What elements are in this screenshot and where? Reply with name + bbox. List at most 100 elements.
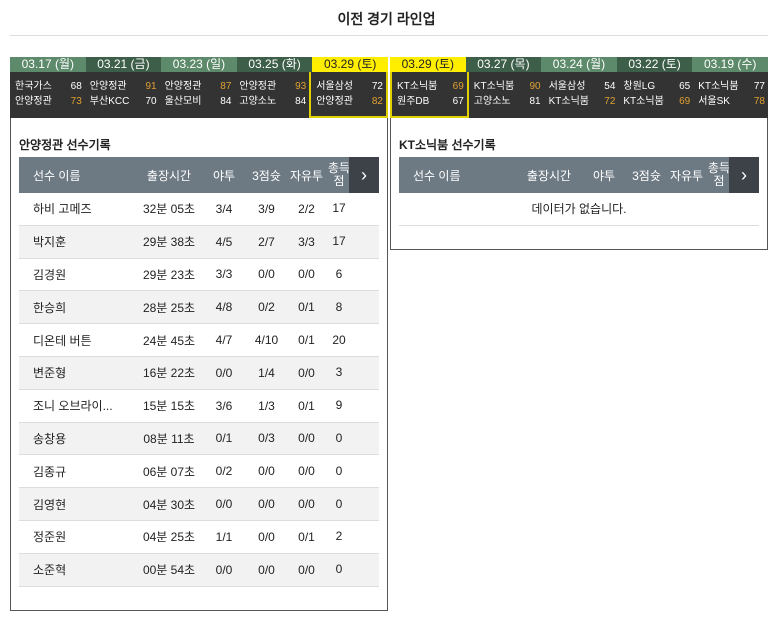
game-date-tab[interactable]: 03.23 (일) [161,57,237,72]
game-score[interactable]: 한국가스 68 안양정관 73 [10,72,85,118]
table-cell: 0 [335,496,343,511]
team-name: 울산모비 [164,96,202,107]
game-score[interactable]: 서울삼성 72 안양정관 82 [309,72,388,118]
game-score[interactable]: 서울삼성 54 KT소닉붐 72 [544,72,619,118]
table-cell: 15분 15초 [142,399,196,414]
game-date-tab[interactable]: 03.29 (토) [312,57,388,72]
page-title: 이전 경기 라인업 [337,11,436,27]
table-cell: 0/2 [258,300,275,315]
table-cell: 0/1 [215,431,233,446]
column-header: 자유투 [669,168,704,183]
game-date-tab[interactable]: 03.19 (수) [692,57,768,72]
table-cell: 0/1 [298,398,315,413]
table-cell: 0/0 [258,464,275,479]
table-cell: 04분 30초 [142,497,196,512]
team-name: 원주DB [397,96,430,107]
team-score: 84 [220,96,232,107]
team-score: 65 [679,81,691,92]
table-cell: 김경원 [33,267,67,282]
column-header: 3점슛 [252,168,281,183]
team-name: 안양정관 [15,96,52,107]
table-cell: 1/1 [215,529,233,544]
table-cell: 0/1 [298,333,315,348]
panel-title: KT소닉붐 선수기록 [399,138,496,152]
table-row: 정준원 04분 25초 1/1 0/0 0/1 2 [19,521,379,554]
table-cell: 김종규 [33,464,67,479]
table-cell: 0/0 [215,365,233,380]
team-score: 81 [529,96,541,107]
game-score[interactable]: 안양정관 87 울산모비 84 [160,72,235,118]
team-name: 안양정관 [316,96,353,107]
table-row: 한승희 28분 25초 4/8 0/2 0/1 8 [19,291,379,325]
column-header: 총득점 [327,161,351,188]
table-row: 디온테 버튼 24분 45초 4/7 4/10 0/1 20 [19,324,379,357]
column-header: 야투 [592,168,616,183]
table-cell: 하비 고메즈 [33,202,92,217]
table-row: 김종규 06분 07초 0/2 0/0 0/0 0 [19,455,379,489]
game-date-tab[interactable]: 03.22 (토) [616,57,693,72]
table-cell: 17 [332,201,346,216]
team-score: 77 [753,81,765,92]
team-name: KT소닉붐 [623,96,664,107]
table-cell: 0 [335,463,343,478]
game-date-tab[interactable]: 03.24 (월) [541,57,617,72]
team-score: 82 [371,96,383,107]
game-score[interactable]: KT소닉붐 69 원주DB 67 [390,72,469,118]
team-name: 서울SK [698,96,730,107]
table-cell: 0/0 [298,464,315,479]
game-date-tab[interactable]: 03.27 (목) [465,57,542,72]
table-header: 선수 이름 출장시간 야투 3점슛 자유투 총득점 › [399,157,759,193]
table-cell: 0/1 [298,300,315,315]
left-game-strip: 03.17 (월) 03.21 (금) 03.23 (일) 03.25 (화) 03.2… [10,57,388,118]
game-date-tab[interactable]: 03.21 (금) [85,57,162,72]
game-date-tab[interactable]: 03.17 (월) [10,57,86,72]
team-name: KT소닉붐 [698,81,739,92]
team-score: 68 [70,81,82,92]
team-score: 72 [371,81,383,92]
game-date-tab[interactable]: 03.25 (화) [236,57,313,72]
table-cell: 2 [335,529,343,544]
game-score[interactable]: 안양정관 93 고양소노 84 [234,72,309,118]
right-player-panel: KT소닉붐 선수기록 선수 이름 출장시간 야투 3점슛 자유투 총득점 › 데이터가 없습… [390,118,768,250]
team-name: 안양정관 [89,81,127,92]
empty-message: 데이터가 없습니다. [399,193,759,226]
game-score[interactable]: 안양정관 91 부산KCC 70 [85,72,160,118]
table-cell: 3/9 [258,201,275,216]
panel-title: 안양정관 선수기록 [19,138,111,152]
next-columns-button[interactable]: › [729,157,759,193]
game-score[interactable]: 창원LG 65 KT소닉붐 69 [618,72,693,118]
team-score: 87 [220,81,232,92]
game-score[interactable]: KT소닉붐 77 서울SK 78 [693,72,768,118]
table-cell: 0/1 [298,529,315,544]
next-columns-button[interactable]: › [349,157,379,193]
team-name: 안양정관 [164,81,202,92]
table-cell: 0/0 [215,497,233,512]
table-cell: 1/4 [258,365,275,380]
table-cell: 20 [332,332,346,347]
team-score: 73 [70,96,82,107]
column-header: 출장시간 [146,168,192,183]
team-score: 67 [452,96,464,107]
team-score: 93 [295,81,307,92]
table-header: 선수 이름 출장시간 야투 3점슛 자유투 총득점 › [19,157,379,193]
game-score[interactable]: KT소닉붐 90 고양소노 81 [469,72,544,118]
table-cell: 24분 45초 [142,333,196,348]
divider [10,35,768,36]
column-header: 자유투 [289,168,324,183]
table-cell: 디온테 버튼 [33,333,92,348]
table-cell: 2/7 [258,234,275,249]
game-date-tab[interactable]: 03.29 (토) [390,57,466,72]
table-cell: 2/2 [298,201,315,216]
table-cell: 정준원 [33,530,67,545]
table-cell: 00분 54초 [142,563,196,578]
team-name: 창원LG [623,81,656,92]
table-cell: 0/0 [298,562,315,577]
team-score: 69 [679,96,691,107]
table-cell: 1/3 [258,398,275,413]
table-cell: 박지훈 [33,235,67,250]
chevron-right-icon: › [361,165,367,185]
column-header: 야투 [212,168,236,183]
table-cell: 16분 22초 [142,366,196,381]
right-game-strip: 03.29 (토) 03.27 (목) 03.24 (월) 03.22 (토) 03.1… [390,57,768,118]
chevron-right-icon: › [741,165,747,185]
